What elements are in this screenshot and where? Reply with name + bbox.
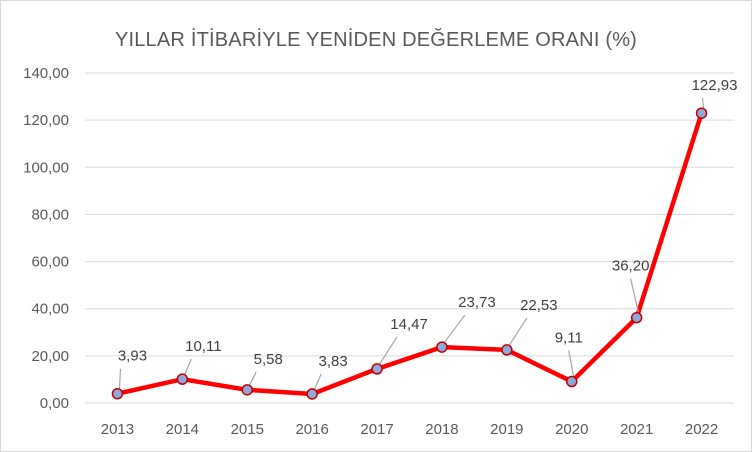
data-label-2013: 3,93	[118, 348, 147, 365]
data-label-2017: 14,47	[390, 316, 428, 333]
leader-line-2020	[568, 350, 575, 378]
data-point-2013	[111, 387, 124, 400]
y-tick-label-6: 120,00	[23, 112, 69, 129]
leader-line-2013	[118, 368, 122, 390]
y-tick-label-3: 60,00	[31, 254, 69, 271]
series-line	[115, 110, 704, 397]
data-label-2018: 23,73	[458, 294, 496, 311]
leader-line-2014	[183, 358, 192, 376]
data-point-2016	[306, 388, 318, 400]
leader-line-2018	[443, 314, 466, 344]
data-label-2022: 122,93	[692, 77, 738, 94]
data-label-2021: 36,20	[612, 258, 650, 275]
y-tick-label-7: 140,00	[23, 65, 69, 82]
data-label-2016: 3,83	[319, 353, 348, 370]
data-label-2014: 10,11	[185, 338, 221, 355]
data-point-2022	[695, 107, 708, 119]
data-point-2021	[630, 311, 643, 324]
data-point-2014	[176, 373, 189, 385]
data-point-2020	[566, 375, 578, 388]
leader-line-2021	[630, 278, 640, 314]
x-tick-label-2021: 2021	[620, 421, 653, 438]
x-tick-label-2016: 2016	[295, 421, 328, 438]
x-tick-label-2020: 2020	[555, 421, 588, 438]
y-tick-label-2: 40,00	[31, 301, 69, 318]
y-tick-label-4: 80,00	[31, 206, 69, 223]
y-tick-label-5: 100,00	[23, 159, 69, 176]
x-tick-label-2018: 2018	[425, 421, 458, 438]
data-label-2020: 9,11	[555, 330, 583, 347]
x-tick-label-2013: 2013	[101, 421, 134, 438]
data-label-2019: 22,53	[520, 297, 558, 314]
data-point-2017	[371, 363, 383, 375]
data-point-2015	[241, 384, 253, 396]
x-tick-label-2017: 2017	[360, 421, 393, 438]
x-tick-label-2014: 2014	[166, 421, 199, 438]
leader-line-2022	[701, 98, 705, 110]
y-tick-label-0: 0,00	[40, 395, 69, 412]
data-point-2019	[501, 344, 513, 356]
x-tick-label-2022: 2022	[685, 421, 718, 438]
leader-line-2016	[313, 373, 322, 391]
data-point-2018	[436, 341, 448, 353]
x-tick-label-2015: 2015	[231, 421, 264, 438]
y-tick-label-1: 20,00	[31, 348, 69, 365]
chart-title: YILLAR İTİBARİYLE YENİDEN DEĞERLEME ORAN…	[114, 29, 638, 51]
leader-line-2019	[508, 317, 528, 347]
leader-line-2017	[378, 336, 398, 366]
x-tick-label-2019: 2019	[490, 421, 523, 438]
leader-line-2015	[248, 371, 257, 387]
data-label-2015: 5,58	[254, 351, 283, 368]
